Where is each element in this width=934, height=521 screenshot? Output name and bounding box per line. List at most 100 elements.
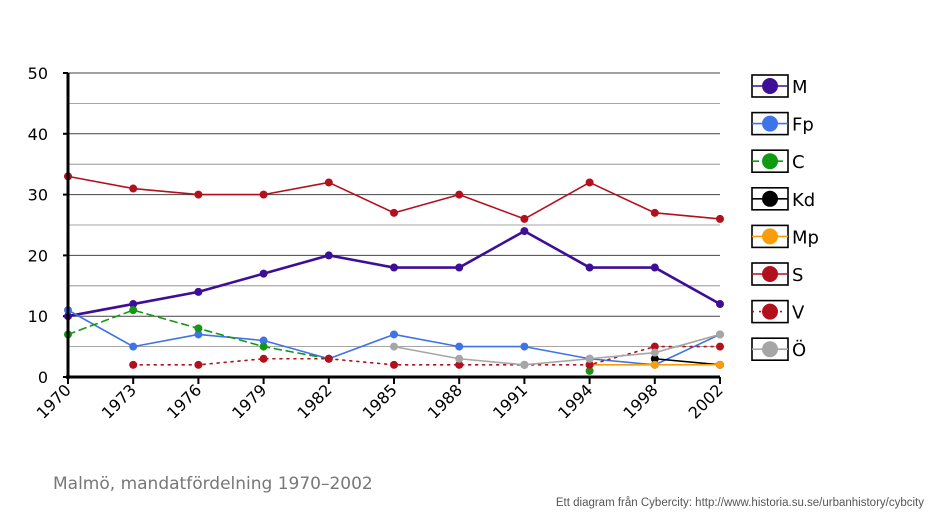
data-point-o: [520, 360, 529, 369]
data-point-m: [194, 287, 203, 296]
data-point-s: [129, 184, 138, 193]
legend-item-v: V: [751, 299, 805, 324]
data-point-m: [520, 227, 529, 236]
data-point-s: [259, 190, 268, 199]
legend-label: Fp: [792, 115, 814, 136]
y-tick-label: 10: [28, 307, 48, 326]
data-point-v: [129, 360, 138, 369]
series-fp: [64, 306, 724, 369]
x-tick-label: 2002: [685, 380, 727, 422]
data-point-v: [650, 342, 659, 351]
x-tick-label: 1976: [163, 380, 205, 422]
x-axis-ticks: 1970 1973 1976 1979 1982 1985 1988 1991 1994 1998…: [33, 377, 727, 423]
data-point-v: [585, 360, 594, 369]
series-line-m: [66, 229, 722, 318]
legend-item-m: M: [751, 74, 808, 98]
legend-item-c: C: [751, 149, 805, 173]
data-point-fp: [390, 330, 398, 339]
y-tick-label: 50: [28, 64, 48, 83]
data-point-o: [390, 342, 398, 351]
data-point-s: [390, 208, 398, 217]
y-tick-label: 30: [28, 186, 48, 205]
data-point-m: [129, 300, 138, 309]
legend-marker: [762, 78, 778, 94]
legend-label: Kd: [792, 190, 815, 211]
series-line-kd: [653, 357, 721, 366]
data-point-s: [650, 208, 659, 217]
data-point-fp: [129, 342, 138, 351]
data-point-s: [194, 190, 203, 199]
x-tick-label: 1998: [619, 380, 661, 422]
y-axis-ticks: 0 10 20 30 40 50: [28, 64, 68, 387]
data-point-v: [390, 360, 398, 369]
data-point-s: [520, 214, 529, 223]
data-point-v: [716, 342, 724, 351]
data-point-c: [259, 342, 268, 351]
data-point-m: [390, 263, 398, 272]
legend-item-o: Ö: [751, 337, 806, 361]
data-point-o: [650, 348, 659, 357]
legend-marker: [762, 190, 778, 207]
legend: M Fp C Kd Mp SVÖ: [751, 74, 819, 361]
data-point-v: [194, 360, 203, 369]
data-point-s: [455, 190, 464, 199]
credit-text: Ett diagram från Cybercity: http://www.h…: [555, 497, 924, 509]
x-tick-label: 1988: [424, 380, 466, 422]
legend-marker: [762, 153, 778, 170]
data-point-v: [324, 354, 333, 363]
data-point-mp: [716, 360, 724, 369]
data-point-fp: [455, 342, 464, 351]
series-line-o: [393, 333, 721, 366]
data-point-fp: [520, 342, 529, 351]
y-tick-label: 0: [38, 368, 48, 387]
legend-label: Mp: [792, 227, 819, 248]
x-tick-label: 1973: [98, 380, 140, 422]
legend-marker: [762, 341, 778, 358]
data-point-c: [129, 306, 138, 315]
axes: [66, 73, 720, 379]
data-point-s: [716, 214, 724, 223]
data-point-c: [585, 366, 594, 375]
data-point-kd: [650, 354, 659, 363]
data-point-v: [259, 354, 268, 363]
series-s: [64, 172, 724, 223]
legend-item-s: S: [751, 262, 803, 286]
x-tick-label: 1991: [489, 380, 531, 422]
legend-marker: [762, 266, 778, 282]
series-m: [64, 227, 724, 321]
data-point-o: [455, 354, 464, 363]
legend-label: M: [792, 77, 808, 98]
legend-marker: [762, 115, 778, 132]
data-point-v: [455, 360, 464, 369]
data-point-m: [259, 269, 268, 278]
x-tick-label: 1994: [554, 380, 596, 422]
legend-label: V: [792, 303, 805, 324]
data-point-m: [650, 263, 659, 272]
data-point-m: [716, 300, 724, 309]
y-tick-label: 40: [28, 125, 48, 144]
data-point-m: [324, 251, 333, 260]
chart-title: Malmö, mandatfördelning 1970–2002: [53, 474, 373, 494]
data-point-s: [585, 178, 594, 187]
data-point-o: [585, 354, 594, 363]
x-tick-label: 1982: [293, 380, 335, 422]
legend-item-kd: Kd: [751, 187, 815, 211]
data-point-mp: [650, 360, 659, 369]
x-tick-label: 1979: [228, 380, 270, 422]
legend-label: S: [792, 265, 803, 286]
data-point-c: [194, 324, 203, 333]
legend-marker: [762, 303, 778, 320]
y-tick-label: 20: [28, 246, 48, 265]
series-o: [390, 330, 724, 369]
legend-label: Ö: [792, 339, 806, 361]
x-tick-label: 1985: [359, 380, 401, 422]
data-point-fp: [259, 336, 268, 345]
data-point-m: [585, 263, 594, 272]
series-lines: [64, 172, 724, 375]
data-point-fp: [194, 330, 203, 339]
legend-item-fp: Fp: [751, 111, 814, 136]
legend-item-mp: Mp: [751, 224, 819, 248]
data-point-o: [716, 330, 724, 339]
series-mp: [585, 360, 724, 369]
